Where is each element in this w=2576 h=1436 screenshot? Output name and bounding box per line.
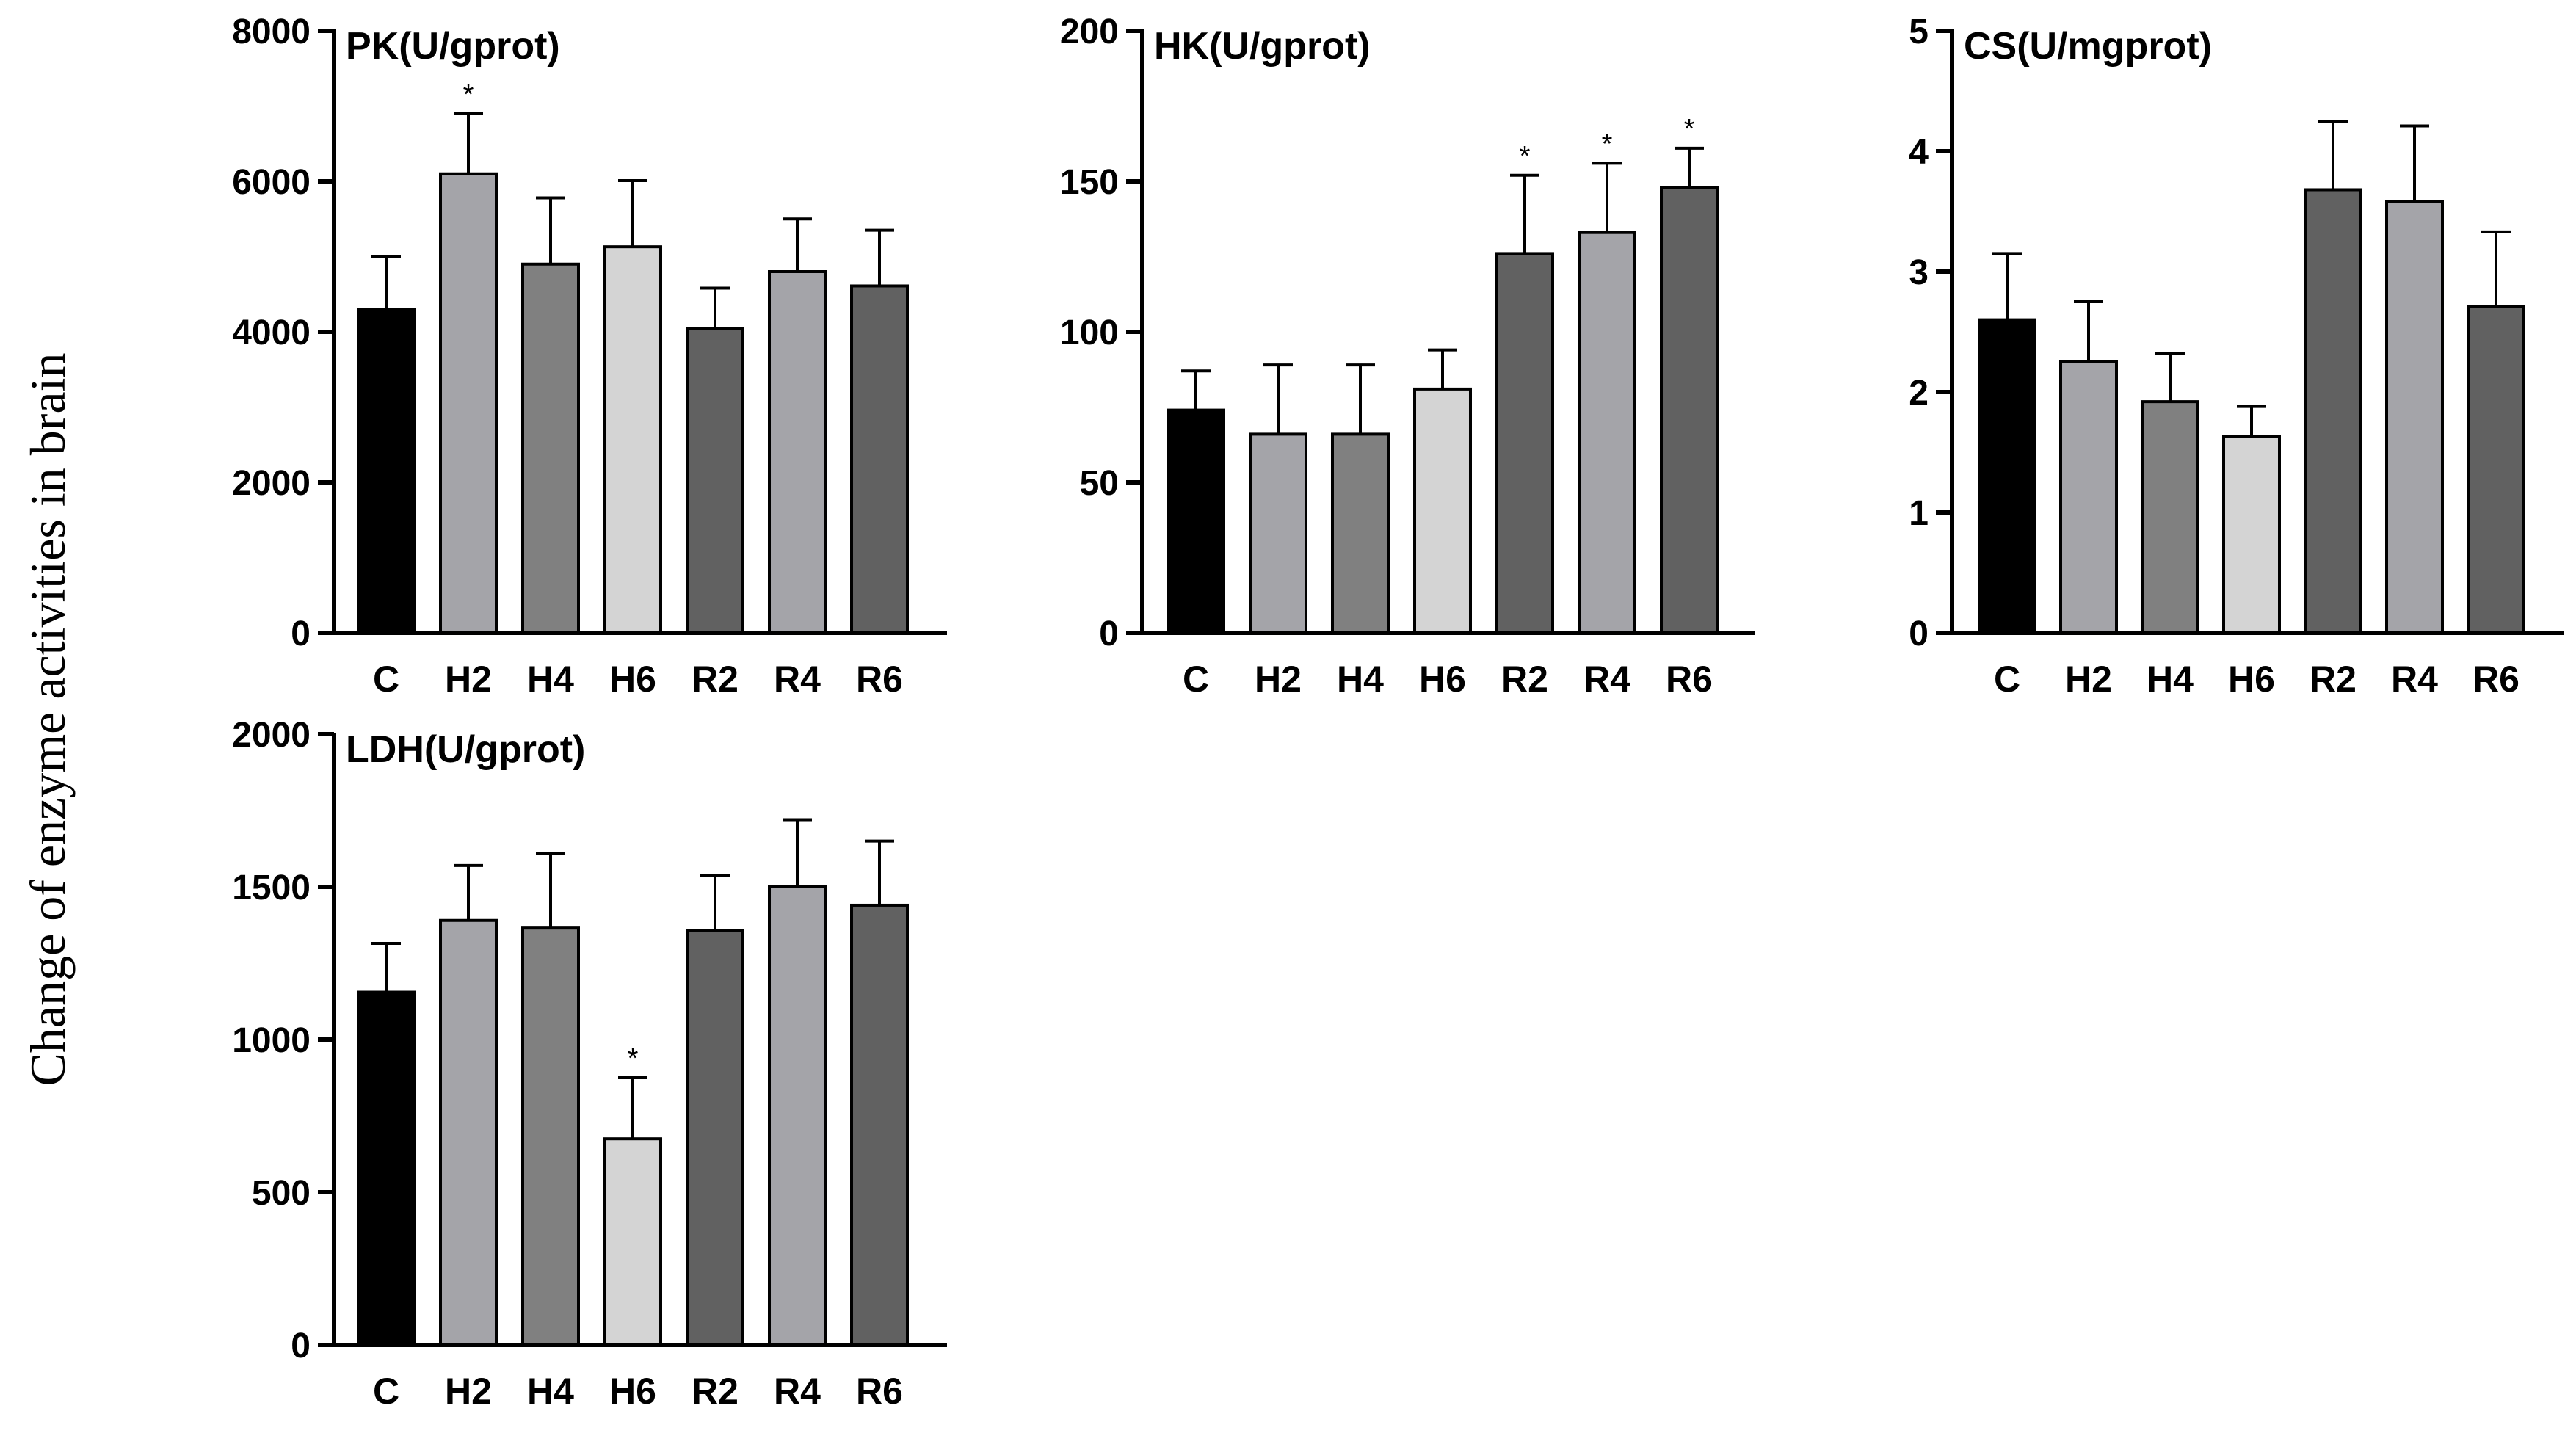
chart-title: LDH(U/gprot) <box>346 728 585 771</box>
chart-title: CS(U/mgprot) <box>1964 25 2212 68</box>
y-tick-label: 4000 <box>232 313 311 352</box>
bar-r6 <box>2467 305 2525 634</box>
bar-h6 <box>2222 435 2281 634</box>
x-tick-label: H6 <box>609 659 656 700</box>
bar-c <box>1978 318 2036 634</box>
y-tick-label: 3 <box>1909 253 1929 292</box>
significance-marker: * <box>1520 141 1531 172</box>
bar-h4 <box>2141 400 2199 634</box>
y-tick-label: 0 <box>1909 614 1929 653</box>
x-tick-label: H2 <box>1255 659 1302 700</box>
bar-r2 <box>2304 188 2362 635</box>
bar-h6 <box>603 245 662 634</box>
y-tick-label: 100 <box>1060 313 1119 352</box>
x-tick-label: R6 <box>856 659 903 700</box>
bar-r4 <box>1578 231 1636 634</box>
x-tick-label: R2 <box>692 659 739 700</box>
bar-r6 <box>1660 186 1719 634</box>
x-tick-label: H6 <box>1419 659 1466 700</box>
bar-c <box>357 990 416 1347</box>
y-tick-label: 200 <box>1060 12 1119 51</box>
bar-h2 <box>1249 432 1307 635</box>
bar-r2 <box>686 327 744 634</box>
x-tick-label: R4 <box>1583 659 1630 700</box>
significance-marker: * <box>1602 128 1613 159</box>
bar-h4 <box>521 926 580 1347</box>
bar-r6 <box>850 284 909 634</box>
y-tick-label: 0 <box>291 614 311 653</box>
y-tick-label: 50 <box>1080 464 1119 503</box>
x-tick-label: H2 <box>445 659 492 700</box>
y-tick-label: 0 <box>1099 614 1119 653</box>
bar-c <box>1167 408 1225 634</box>
significance-marker: * <box>628 1043 639 1074</box>
significance-marker: * <box>463 79 474 110</box>
x-tick-label: R4 <box>774 659 821 700</box>
x-tick-label: H2 <box>2065 659 2112 700</box>
y-tick-label: 2000 <box>232 716 311 755</box>
chart-3: 0 1 2 3 4 5 CS(U/mgprot) C H2 H4 H6 R2 R4 R6 <box>1909 12 2564 700</box>
y-tick-label: 1500 <box>232 869 311 907</box>
chart-1: 0 2000 4000 6000 8000 PK(U/gprot) C * H2 H4 H6 R2 R4… <box>232 12 947 700</box>
y-tick-label: 500 <box>252 1174 311 1213</box>
bar-h2 <box>439 172 498 634</box>
x-tick-label: R6 <box>1666 659 1713 700</box>
bar-h2 <box>439 918 498 1346</box>
x-tick-label: H6 <box>609 1371 656 1412</box>
x-tick-label: R6 <box>856 1371 903 1412</box>
bar-c <box>357 308 416 634</box>
x-tick-label: C <box>373 1371 399 1412</box>
x-tick-label: C <box>373 659 399 700</box>
x-tick-label: H4 <box>527 659 574 700</box>
x-tick-label: R4 <box>774 1371 821 1412</box>
bar-h6 <box>1413 387 1472 635</box>
chart-title: PK(U/gprot) <box>346 25 560 68</box>
bar-r6 <box>850 903 909 1346</box>
y-tick-label: 8000 <box>232 12 311 51</box>
y-tick-label: 2 <box>1909 374 1929 413</box>
y-tick-label: 1 <box>1909 494 1929 533</box>
chart-title: HK(U/gprot) <box>1154 25 1371 68</box>
x-tick-label: H6 <box>2228 659 2275 700</box>
y-tick-label: 4 <box>1909 133 1929 172</box>
x-tick-label: C <box>1183 659 1209 700</box>
bar-r2 <box>1495 252 1554 634</box>
chart-4: 0 500 1000 1500 2000 LDH(U/gprot) C H2 H4 * H6 R2 R4… <box>232 716 947 1412</box>
y-tick-label: 6000 <box>232 163 311 202</box>
x-tick-label: H4 <box>527 1371 574 1412</box>
bar-h4 <box>1331 432 1390 635</box>
figure-y-axis-label: Change of enzyme activities in brain <box>20 353 76 1087</box>
y-tick-label: 5 <box>1909 12 1929 51</box>
bar-h4 <box>521 262 580 634</box>
bar-h6 <box>603 1137 662 1346</box>
x-tick-label: H2 <box>445 1371 492 1412</box>
x-tick-label: H4 <box>1337 659 1384 700</box>
x-tick-label: R6 <box>2472 659 2519 700</box>
bar-r4 <box>2385 200 2444 634</box>
bar-r4 <box>768 270 827 634</box>
x-tick-label: R2 <box>1501 659 1548 700</box>
bar-r2 <box>686 929 744 1347</box>
chart-2: 0 50 100 150 200 HK(U/gprot) C H2 H4 H6 * R2 * R4 * R6 <box>1060 12 1755 700</box>
y-tick-label: 2000 <box>232 464 311 503</box>
significance-marker: * <box>1684 114 1695 145</box>
x-tick-label: C <box>1994 659 2020 700</box>
x-tick-label: R2 <box>2310 659 2357 700</box>
x-tick-label: H4 <box>2147 659 2194 700</box>
bar-h2 <box>2059 360 2118 634</box>
bar-r4 <box>768 885 827 1346</box>
y-tick-label: 150 <box>1060 163 1119 202</box>
x-tick-label: R2 <box>692 1371 739 1412</box>
y-tick-label: 0 <box>291 1327 311 1366</box>
x-tick-label: R4 <box>2391 659 2438 700</box>
y-tick-label: 1000 <box>232 1021 311 1060</box>
